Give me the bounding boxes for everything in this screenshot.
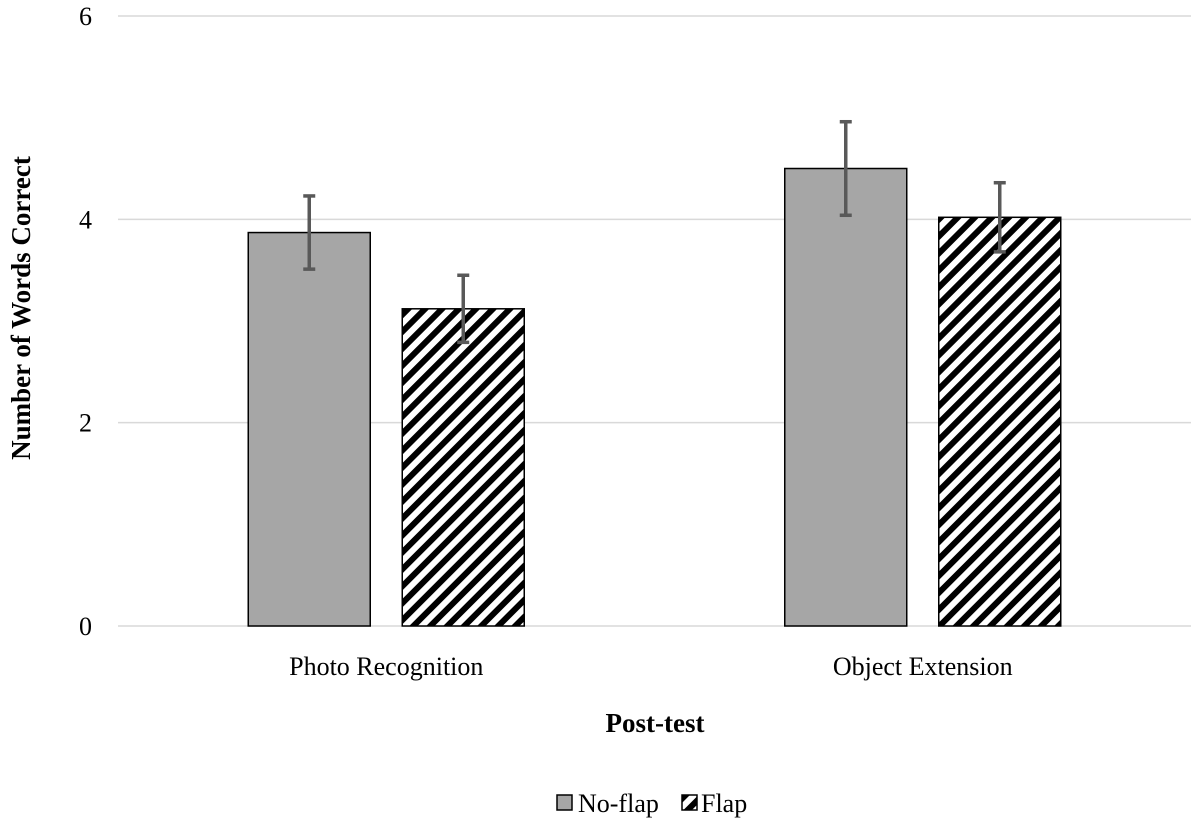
bars bbox=[247, 167, 1062, 627]
y-tick-label: 2 bbox=[79, 409, 92, 438]
legend: No-flap Flap bbox=[556, 789, 747, 818]
legend-label: No-flap bbox=[578, 789, 659, 818]
y-tick-label: 4 bbox=[79, 205, 92, 234]
error-bar bbox=[993, 180, 1006, 254]
legend-swatch-no-flap bbox=[556, 794, 573, 811]
x-category-label: Photo Recognition bbox=[289, 652, 483, 681]
bar-flap bbox=[401, 308, 525, 627]
bar-no-flap bbox=[247, 231, 371, 627]
error-bars bbox=[303, 119, 1006, 345]
error-bar bbox=[457, 273, 470, 345]
y-tick-labels: 0 2 4 6 bbox=[79, 2, 92, 641]
y-tick-label: 0 bbox=[79, 612, 92, 641]
legend-swatch-flap bbox=[681, 794, 698, 811]
x-axis-title: Post-test bbox=[606, 708, 705, 738]
bar-no-flap bbox=[784, 167, 908, 627]
x-category-label: Object Extension bbox=[833, 652, 1013, 681]
legend-label: Flap bbox=[701, 789, 747, 818]
y-tick-label: 6 bbox=[79, 2, 92, 31]
y-axis-title: Number of Words Correct bbox=[6, 156, 36, 460]
x-category-labels: Photo Recognition Object Extension bbox=[289, 652, 1013, 681]
error-bar bbox=[839, 119, 852, 218]
bar-flap bbox=[938, 216, 1062, 627]
error-bar bbox=[303, 194, 316, 271]
